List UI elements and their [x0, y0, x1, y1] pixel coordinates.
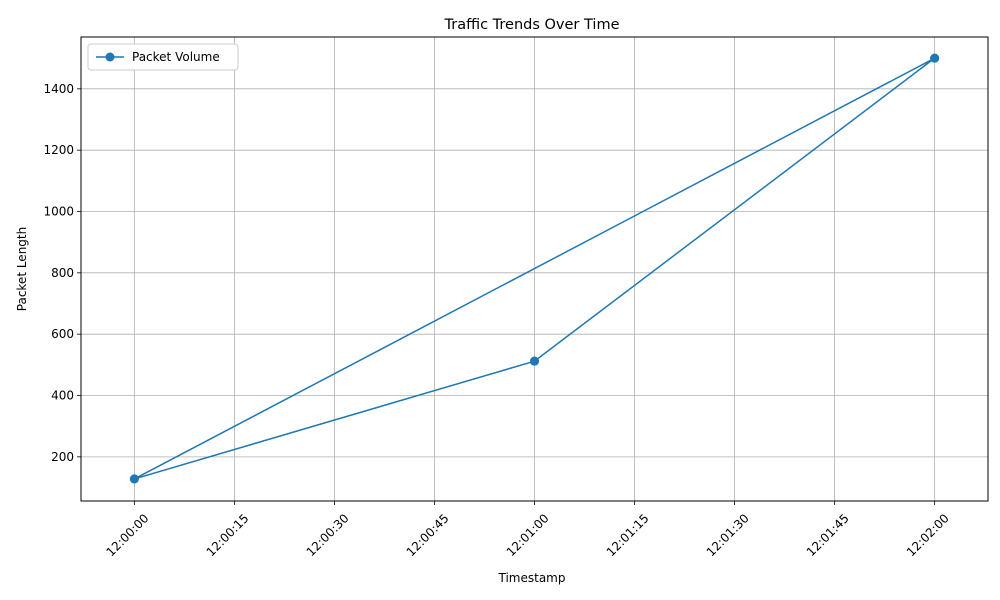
legend-box	[87, 43, 239, 71]
y-tick-label: 600	[51, 327, 74, 341]
legend: Packet Volume	[87, 43, 239, 71]
data-point-marker	[530, 356, 539, 366]
x-tick-label: 12:00:30	[304, 511, 352, 559]
series-line	[133, 57, 936, 480]
x-tick-label: 12:01:45	[804, 511, 852, 559]
axis-ticks: 12:00:00 12:00:15 12:00:30 12:00:45 12:01:00…	[43, 82, 951, 559]
data-point-marker	[129, 474, 139, 484]
x-tick-label: 12:01:00	[504, 511, 552, 559]
y-tick-label: 200	[51, 450, 74, 464]
series-layer	[129, 53, 940, 484]
data-point-marker	[930, 53, 940, 63]
x-tick-label: 12:00:45	[404, 511, 452, 559]
legend-label: Packet Volume	[132, 50, 220, 64]
x-tick-label: 12:01:15	[604, 511, 652, 559]
chart-title: Traffic Trends Over Time	[444, 17, 620, 33]
x-tick-label: 12:02:00	[904, 511, 952, 559]
x-tick-label: 12:00:15	[204, 511, 252, 559]
legend-marker-sample	[105, 52, 115, 62]
x-axis-label: Timestamp	[498, 571, 566, 585]
y-tick-label: 1200	[43, 143, 74, 157]
y-tick-label: 800	[51, 266, 74, 280]
x-tick-label: 12:01:30	[704, 511, 752, 559]
grid	[81, 37, 988, 501]
y-tick-label: 1000	[43, 204, 74, 218]
y-tick-label: 400	[51, 389, 74, 403]
y-axis-label: Packet Length	[15, 227, 29, 311]
y-tick-label: 1400	[43, 82, 74, 96]
x-tick-label: 12:00:00	[104, 511, 152, 559]
